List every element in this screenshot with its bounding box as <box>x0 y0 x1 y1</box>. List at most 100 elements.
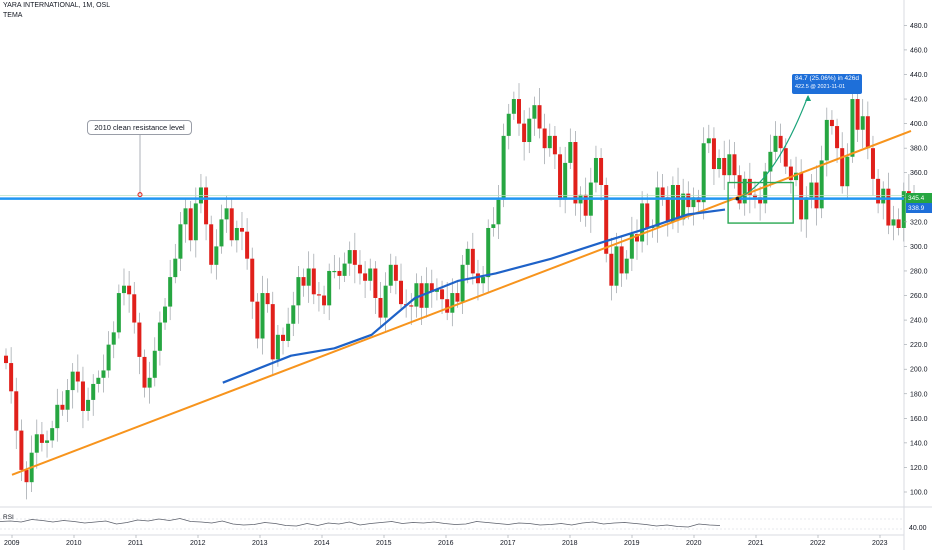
x-tick-label: 2013 <box>252 540 268 547</box>
candle-up <box>794 172 799 181</box>
candle-down <box>676 185 681 220</box>
candle-down <box>14 391 19 431</box>
candle-up <box>193 203 198 241</box>
candle-up <box>773 135 778 152</box>
x-tick-label: 2023 <box>872 540 888 547</box>
x-tick-label: 2011 <box>128 540 143 547</box>
candle-up <box>91 383 96 400</box>
candle-up <box>450 293 455 313</box>
candle-down <box>9 363 14 392</box>
x-tick-label: 2014 <box>314 540 330 547</box>
x-tick-label: 2010 <box>66 540 82 547</box>
callout-anchor <box>137 192 143 198</box>
y-tick-label: 120.0 <box>910 465 928 472</box>
candle-down <box>137 322 142 357</box>
candle-up <box>465 248 470 265</box>
candle-up <box>332 270 337 273</box>
y-tick-label: 260.0 <box>910 293 928 300</box>
candle-up <box>296 277 301 306</box>
y-tick-label: 180.0 <box>910 391 928 398</box>
candle-up <box>65 390 70 410</box>
y-tick-label: 460.0 <box>910 47 928 54</box>
candle-up <box>742 178 747 204</box>
candle-up <box>178 224 183 259</box>
candle-up <box>183 208 188 225</box>
candle-up <box>275 334 280 360</box>
candle-down <box>337 270 342 276</box>
y-tick-label: 480.0 <box>910 23 928 30</box>
candle-down <box>373 268 378 298</box>
candle-down <box>429 283 434 292</box>
candle-down <box>758 197 763 204</box>
projection-curve <box>737 95 809 200</box>
candle-down <box>60 404 65 410</box>
candle-up <box>629 234 634 259</box>
y-tick-label: 220.0 <box>910 342 928 349</box>
candle-down <box>542 128 547 149</box>
candle-down <box>352 250 357 265</box>
candle-up <box>86 399 91 411</box>
candle-up <box>173 258 178 278</box>
y-tick-label: 200.0 <box>910 367 928 374</box>
candle-up <box>640 203 645 242</box>
candle-up <box>286 323 291 341</box>
candle-down <box>475 273 480 284</box>
candle-down <box>737 175 742 204</box>
candle-up <box>547 135 552 149</box>
candle-up <box>168 277 173 307</box>
rsi-pane: 40.00 <box>0 518 927 532</box>
candle-down <box>445 299 450 313</box>
candle-up <box>568 142 573 163</box>
candle-up <box>563 162 568 200</box>
candle-down <box>357 264 362 274</box>
candle-down <box>75 371 80 382</box>
candle-down <box>440 289 445 300</box>
candle-down <box>127 285 132 295</box>
projection-change: 84.7 (25.06%) in 426d <box>795 75 859 82</box>
last-price-tag: 345.4 <box>906 193 932 203</box>
x-tick-label: 2020 <box>686 540 702 547</box>
resistance-callout[interactable]: 2010 clean resistance level <box>87 120 192 135</box>
candle-up <box>224 208 229 220</box>
y-tick-label: 300.0 <box>910 244 928 251</box>
candle-down <box>409 305 414 307</box>
candle-down <box>829 119 834 127</box>
candle-up <box>157 322 162 351</box>
tema-line <box>222 208 726 384</box>
x-tick-label: 2022 <box>810 540 826 547</box>
candle-up <box>481 277 486 284</box>
candle-down <box>711 138 716 170</box>
candle-up <box>327 270 332 306</box>
candle-up <box>219 219 224 247</box>
candle-up <box>491 224 496 228</box>
chart-axes: 100.0 120.0 140.0 160.0 180.0 200.0 220.0 240.0… <box>4 23 928 547</box>
candle-down <box>558 154 563 200</box>
candle-up <box>701 143 706 203</box>
candle-down <box>209 224 214 265</box>
candle-down <box>517 99 521 124</box>
candle-up <box>506 113 511 136</box>
candle-up <box>306 268 311 286</box>
candle-down <box>399 280 404 305</box>
candle-up <box>116 293 121 333</box>
candle-down <box>870 148 875 179</box>
projection-target: 422.5 @ 2021-11-01 <box>795 84 846 90</box>
candle-down <box>281 334 286 341</box>
y-tick-label: 320.0 <box>910 219 928 226</box>
candle-up <box>96 377 101 384</box>
candle-down <box>645 203 650 228</box>
candle-down <box>265 293 270 305</box>
candle-up <box>691 197 696 208</box>
candle-up <box>706 138 711 144</box>
y-tick-label: 140.0 <box>910 440 928 447</box>
chart-overlays <box>0 94 912 476</box>
candle-up <box>50 428 55 441</box>
candle-down <box>573 142 578 204</box>
target-box <box>727 181 794 224</box>
candle-down <box>142 356 147 388</box>
projection-label[interactable]: 84.7 (25.06%) in 426d 422.5 @ 2021-11-01 <box>792 74 862 94</box>
candle-down <box>4 355 8 364</box>
candle-down <box>24 469 29 483</box>
candle-up <box>55 404 60 429</box>
